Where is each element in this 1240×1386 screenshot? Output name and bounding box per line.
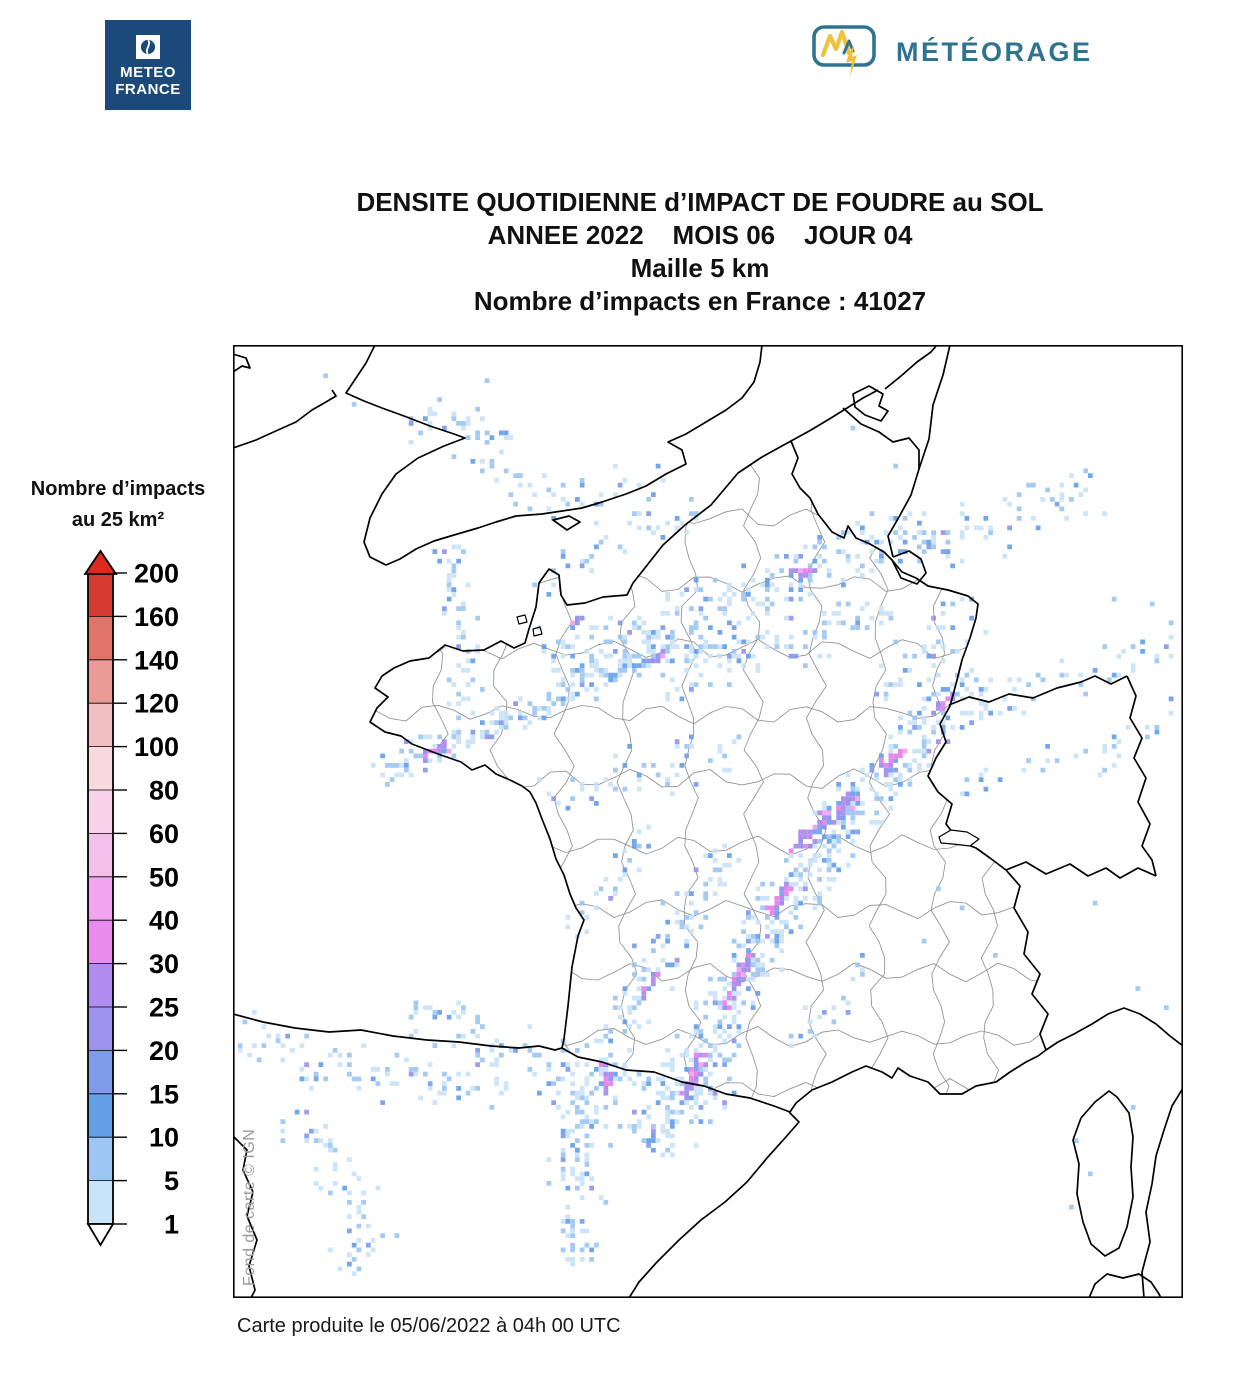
meteorage-lightning-icon bbox=[812, 25, 876, 77]
title-grid: Maille 5 km bbox=[630, 253, 770, 283]
coastlines-and-borders bbox=[234, 346, 1182, 1297]
svg-text:1: 1 bbox=[164, 1210, 179, 1240]
svg-text:140: 140 bbox=[134, 645, 179, 675]
svg-text:15: 15 bbox=[149, 1079, 179, 1109]
meteorage-logo: MÉTÉORAGE bbox=[810, 22, 1120, 84]
meteo-france-logo: METEO FRANCE bbox=[105, 20, 191, 110]
meteo-france-wordmark: METEO FRANCE bbox=[115, 64, 181, 98]
title-date: ANNEE 2022 MOIS 06 JOUR 04 bbox=[487, 220, 913, 250]
svg-text:10: 10 bbox=[149, 1123, 179, 1153]
lightning-density-map: Fond de carte © IGN bbox=[233, 345, 1183, 1298]
svg-text:120: 120 bbox=[134, 689, 179, 719]
lightning-cells bbox=[237, 373, 1174, 1276]
svg-text:200: 200 bbox=[134, 559, 179, 589]
production-caption: Carte produite le 05/06/2022 à 04h 00 UT… bbox=[237, 1315, 621, 1337]
page-title: DENSITE QUOTIDIENNE d’IMPACT DE FOUDRE a… bbox=[356, 187, 1044, 217]
meteorage-wordmark: MÉTÉORAGE bbox=[896, 37, 1093, 67]
map-attribution-watermark: Fond de carte © IGN bbox=[241, 1129, 258, 1286]
svg-text:80: 80 bbox=[149, 776, 179, 806]
svg-text:20: 20 bbox=[149, 1036, 179, 1066]
title-impact-count: Nombre d’impacts en France : 41027 bbox=[473, 286, 927, 316]
legend-title: Nombre d’impacts au 25 km² bbox=[30, 478, 206, 531]
department-boundaries bbox=[370, 441, 1048, 1112]
meteo-france-glyph-icon bbox=[136, 35, 160, 59]
svg-text:100: 100 bbox=[134, 732, 179, 762]
svg-text:60: 60 bbox=[149, 819, 179, 849]
svg-text:5: 5 bbox=[164, 1166, 179, 1196]
svg-text:160: 160 bbox=[134, 602, 179, 632]
svg-text:30: 30 bbox=[149, 949, 179, 979]
svg-text:25: 25 bbox=[149, 993, 179, 1023]
map-frame bbox=[233, 345, 1183, 1298]
svg-text:50: 50 bbox=[149, 862, 179, 892]
title-block: DENSITE QUOTIDIENNE d’IMPACT DE FOUDRE a… bbox=[170, 186, 1230, 318]
svg-text:40: 40 bbox=[149, 906, 179, 936]
